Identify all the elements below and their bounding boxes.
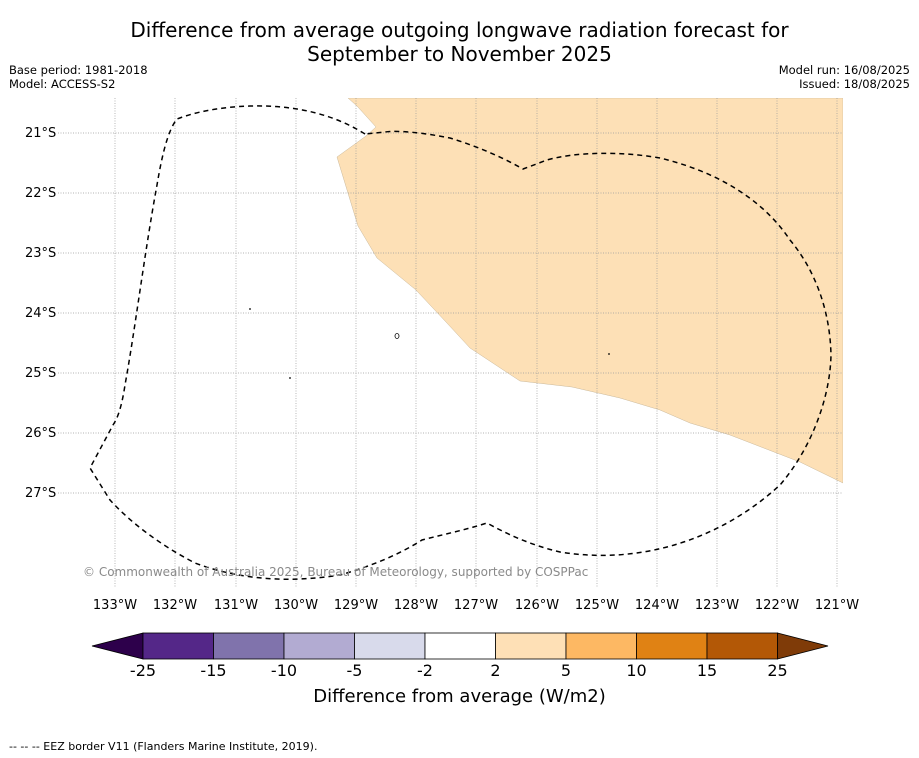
lon-label: 124°W	[634, 598, 680, 613]
colorbar-tick: 10	[626, 661, 647, 680]
lon-label: 121°W	[814, 598, 860, 613]
eez-legend: -- -- -- EEZ border V11 (Flanders Marine…	[9, 740, 318, 753]
gridlines	[58, 98, 843, 588]
lat-label: 23°S	[25, 246, 57, 261]
anomaly-shaded-region	[336, 98, 843, 484]
model-name: Model: ACCESS-S2	[9, 77, 116, 91]
colorbar-tick: -25	[129, 661, 157, 680]
map-area	[58, 98, 843, 588]
colorbar-tick: -5	[346, 661, 363, 680]
colorbar-min-arrow	[91, 632, 144, 660]
lon-label: 133°W	[92, 598, 138, 613]
colorbar-tick: -2	[417, 661, 433, 680]
colorbar-tick: -10	[270, 661, 298, 680]
lon-label: 132°W	[152, 598, 198, 613]
island-marker	[249, 308, 251, 310]
lon-label: 122°W	[754, 598, 800, 613]
lat-label: 27°S	[25, 486, 57, 501]
colorbar-segment	[495, 632, 567, 660]
lat-label: 24°S	[25, 306, 57, 321]
island-marker	[608, 353, 610, 355]
map-title: Difference from average outgoing longwav…	[0, 18, 919, 66]
lon-label: 129°W	[333, 598, 379, 613]
colorbar-segment	[142, 632, 214, 660]
meta-left: Base period: 1981-2018 Model: ACCESS-S2	[9, 63, 148, 91]
colorbar-tick: 25	[767, 661, 788, 680]
colorbar-tick: 5	[560, 661, 572, 680]
colorbar-max-arrow	[777, 632, 829, 660]
colorbar-tick: 2	[490, 661, 501, 680]
lon-label: 125°W	[574, 598, 620, 613]
colorbar-tick: -15	[200, 661, 227, 680]
colorbar-segment	[565, 632, 637, 660]
colorbar-segment	[706, 632, 778, 660]
lat-label: 22°S	[25, 186, 57, 201]
copyright-notice: © Commonwealth of Australia 2025, Bureau…	[83, 565, 589, 579]
colorbar-segment	[283, 632, 355, 660]
lon-label: 127°W	[453, 598, 499, 613]
title-line-1: Difference from average outgoing longwav…	[130, 18, 789, 42]
lat-label: 25°S	[25, 366, 57, 381]
lon-label: 126°W	[514, 598, 560, 613]
title-line-2: September to November 2025	[307, 42, 612, 66]
lat-label: 26°S	[25, 426, 57, 441]
lon-label: 130°W	[273, 598, 319, 613]
base-period: Base period: 1981-2018	[9, 63, 148, 77]
colorbar-label: Difference from average (W/m2)	[313, 686, 606, 707]
lon-label: 123°W	[694, 598, 740, 613]
island-marker	[289, 377, 291, 379]
lon-label: 128°W	[393, 598, 439, 613]
colorbar-tick: 15	[696, 661, 718, 680]
colorbar-segment	[636, 632, 708, 660]
model-run: Model run: 16/08/2025	[778, 63, 910, 77]
colorbar-segment	[354, 632, 426, 660]
colorbar-segment	[213, 632, 285, 660]
eez-border-west	[89, 105, 832, 580]
issued-date: Issued: 18/08/2025	[799, 77, 910, 91]
lon-label: 131°W	[213, 598, 259, 613]
lat-label: 21°S	[25, 126, 57, 141]
colorbar	[91, 632, 829, 660]
island-outline	[394, 333, 400, 339]
meta-right: Model run: 16/08/2025 Issued: 18/08/2025	[779, 63, 910, 91]
colorbar-segment	[424, 632, 496, 660]
